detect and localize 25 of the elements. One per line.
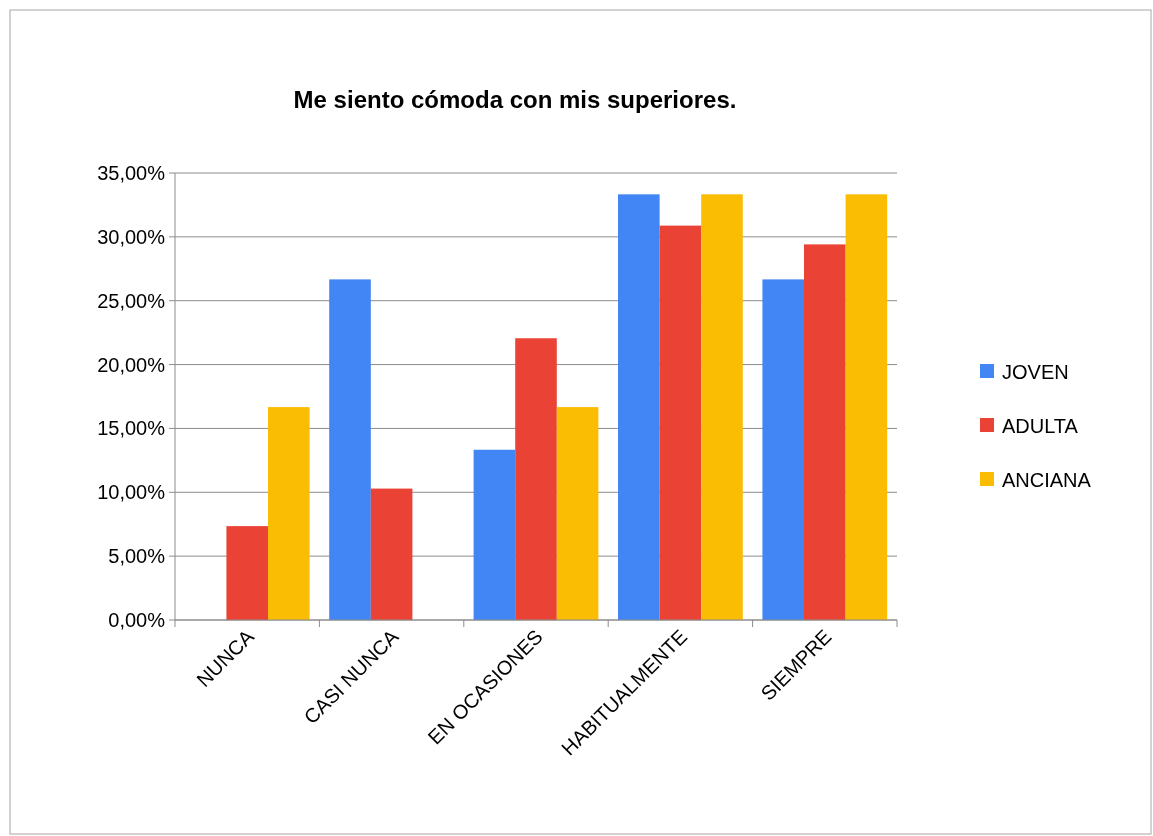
y-tick-label: 5,00% — [108, 545, 166, 568]
bar — [618, 194, 660, 620]
bar — [226, 526, 268, 620]
bar — [659, 225, 702, 620]
y-tick-label: 25,00% — [97, 289, 166, 312]
legend-label: JOVEN — [1002, 361, 1069, 383]
y-tick-label: 15,00% — [97, 417, 166, 440]
legend-label: ADULTA — [1002, 415, 1079, 437]
bar — [845, 194, 888, 620]
y-tick-label: 0,00% — [108, 609, 166, 631]
bar — [329, 279, 371, 620]
y-tick-label: 35,00% — [97, 162, 166, 184]
bar — [762, 279, 805, 620]
y-tick-label: 20,00% — [97, 353, 166, 376]
bar — [701, 194, 743, 620]
bar — [473, 449, 516, 620]
bar — [804, 244, 846, 620]
bar — [515, 338, 557, 620]
legend-label: ANCIANA — [1002, 469, 1092, 491]
bar — [267, 407, 310, 620]
y-tick-label: 10,00% — [97, 481, 166, 504]
y-tick-label: 30,00% — [97, 225, 166, 248]
bar — [370, 488, 413, 620]
bar — [556, 407, 599, 620]
chart-title: Me siento cómoda con mis superiores. — [293, 86, 737, 113]
